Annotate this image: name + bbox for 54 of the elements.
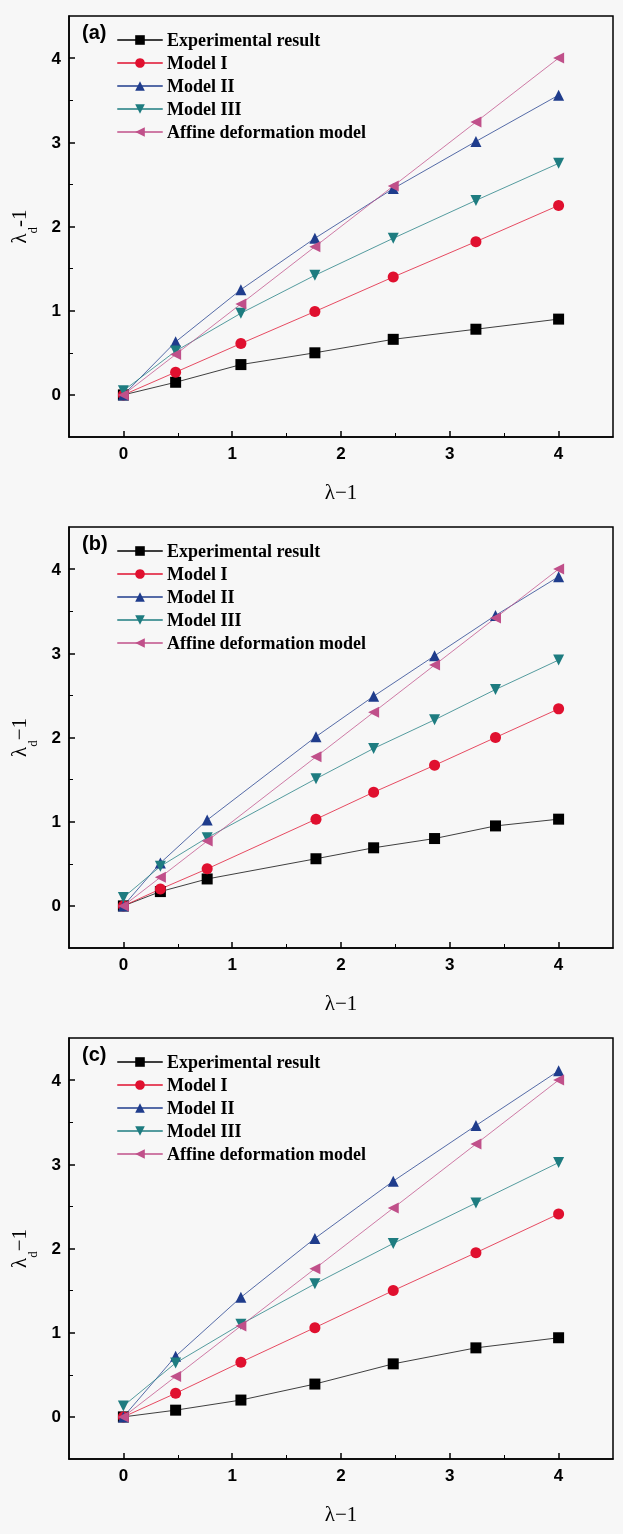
x-tick-label: 4: [553, 955, 564, 974]
y-axis-title: λd−1: [6, 717, 40, 758]
x-tick-label: 3: [445, 444, 455, 463]
legend-label: Experimental result: [167, 30, 321, 50]
y-axis-title: λd-1: [6, 209, 40, 244]
y-tick-label: 3: [51, 1154, 61, 1174]
x-tick-label: 3: [445, 955, 455, 974]
legend-label: Model I: [167, 1075, 228, 1095]
y-tick-label: 0: [51, 896, 61, 916]
legend-label: Experimental result: [167, 1052, 321, 1072]
legend-label: Model II: [167, 76, 235, 96]
x-tick-label: 4: [553, 1466, 564, 1485]
x-tick-label: 1: [227, 444, 237, 463]
y-tick-label: 1: [51, 812, 61, 832]
y-tick-label: 2: [51, 728, 61, 747]
x-tick-label: 0: [118, 1466, 129, 1485]
y-tick-label: 2: [51, 1239, 61, 1258]
y-tick-label: 3: [51, 132, 61, 152]
x-tick-label: 0: [118, 955, 129, 974]
y-tick-label: 4: [51, 48, 62, 68]
y-tick-label: 3: [51, 643, 61, 663]
y-tick-label: 2: [51, 217, 61, 236]
legend-label: Model I: [167, 53, 228, 73]
annotation: (a): [82, 21, 107, 43]
legend-label: Affine deformation model: [167, 1144, 366, 1164]
y-tick-label: 0: [51, 1407, 61, 1427]
x-tick-label: 2: [336, 955, 346, 974]
legend-label: Model III: [167, 99, 242, 119]
x-tick-label: 2: [336, 444, 346, 463]
legend-label: Model II: [167, 1098, 235, 1118]
y-tick-label: 1: [51, 301, 61, 321]
x-tick-label: 1: [227, 1466, 237, 1485]
x-tick-label: 1: [227, 955, 237, 974]
legend-label: Affine deformation model: [167, 122, 366, 142]
legend-label: Model I: [167, 564, 228, 584]
x-axis-title: λ−1: [324, 479, 358, 504]
legend-label: Experimental result: [167, 541, 321, 561]
legend-label: Model III: [167, 1121, 242, 1141]
legend-label: Model III: [167, 610, 242, 630]
legend-label: Affine deformation model: [167, 633, 366, 653]
x-tick-label: 0: [118, 444, 129, 463]
annotation: (b): [82, 532, 108, 554]
x-tick-label: 4: [553, 444, 564, 463]
x-tick-label: 3: [445, 1466, 455, 1485]
legend-label: Model II: [167, 587, 235, 607]
y-axis-title: λd−1: [6, 1228, 40, 1269]
y-tick-label: 1: [51, 1323, 61, 1343]
x-axis-title: λ−1: [324, 1501, 358, 1526]
y-tick-label: 4: [51, 559, 62, 579]
annotation: (c): [82, 1043, 107, 1065]
x-axis-title: λ−1: [324, 990, 358, 1015]
y-tick-label: 0: [51, 385, 61, 405]
x-tick-label: 2: [336, 1466, 346, 1485]
y-tick-label: 4: [51, 1070, 62, 1090]
